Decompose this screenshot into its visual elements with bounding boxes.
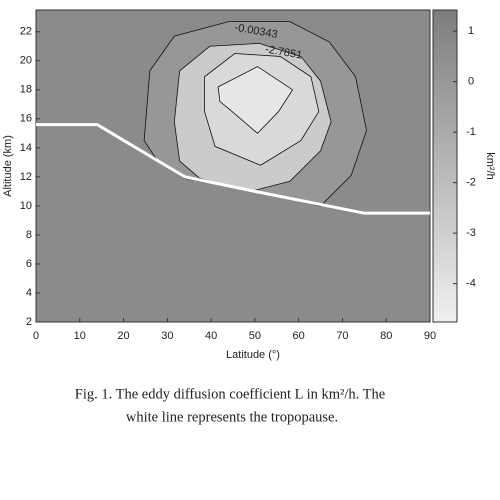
y-tick-label: 2	[26, 316, 32, 328]
colorbar-tick-label: 0	[468, 76, 474, 88]
y-tick-label: 6	[26, 258, 32, 270]
y-tick-label: 14	[20, 142, 32, 154]
x-tick-label: 40	[205, 330, 217, 342]
y-tick-label: 8	[26, 229, 32, 241]
x-axis-label: Latitude (°)	[226, 349, 280, 361]
y-axis-label: Altitude (km)	[2, 135, 14, 197]
x-tick-label: 70	[336, 330, 348, 342]
caption: white line represents the tropopause.	[126, 409, 338, 425]
y-tick-label: 12	[20, 171, 32, 183]
y-tick-label: 22	[20, 26, 32, 38]
colorbar-tick-label: 1	[468, 25, 474, 37]
colorbar-tick-label: -1	[466, 126, 476, 138]
y-tick-label: 4	[26, 287, 32, 299]
y-tick-label: 18	[20, 84, 32, 96]
y-tick-label: 10	[20, 200, 32, 212]
y-tick-label: 16	[20, 113, 32, 125]
x-tick-label: 10	[74, 330, 86, 342]
caption: Fig. 1. The eddy diffusion coefficient L…	[75, 386, 385, 402]
x-tick-label: 80	[380, 330, 392, 342]
tropopause-line	[36, 123, 430, 215]
colorbar	[432, 9, 458, 323]
contour-region	[217, 66, 294, 134]
x-tick-label: 90	[424, 330, 436, 342]
y-tick-label: 20	[20, 55, 32, 67]
colorbar-tick-label: -2	[466, 177, 476, 189]
x-tick-label: 50	[249, 330, 261, 342]
x-tick-label: 20	[117, 330, 129, 342]
x-tick-label: 60	[293, 330, 305, 342]
colorbar-tick-label: -3	[466, 227, 476, 239]
colorbar-tick-label: -4	[466, 278, 476, 290]
colorbar-label: km²/h	[484, 152, 496, 180]
x-tick-label: 0	[33, 330, 39, 342]
x-tick-label: 30	[161, 330, 173, 342]
